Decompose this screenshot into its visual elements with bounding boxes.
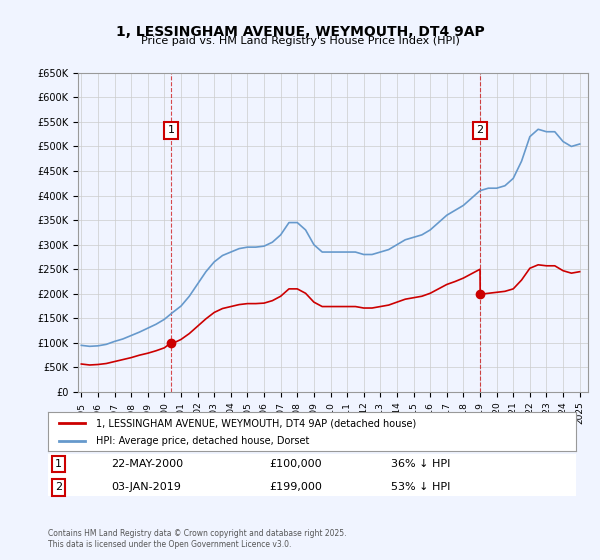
Text: 22-MAY-2000: 22-MAY-2000 — [112, 459, 184, 469]
Text: 1: 1 — [55, 459, 62, 469]
Text: £100,000: £100,000 — [270, 459, 322, 469]
Text: Contains HM Land Registry data © Crown copyright and database right 2025.
This d: Contains HM Land Registry data © Crown c… — [48, 529, 347, 549]
Text: 1, LESSINGHAM AVENUE, WEYMOUTH, DT4 9AP: 1, LESSINGHAM AVENUE, WEYMOUTH, DT4 9AP — [116, 25, 484, 39]
Text: 36% ↓ HPI: 36% ↓ HPI — [391, 459, 451, 469]
Text: 2: 2 — [476, 125, 484, 136]
Text: 1, LESSINGHAM AVENUE, WEYMOUTH, DT4 9AP (detached house): 1, LESSINGHAM AVENUE, WEYMOUTH, DT4 9AP … — [95, 418, 416, 428]
Text: 1: 1 — [167, 125, 175, 136]
Text: 2: 2 — [55, 482, 62, 492]
Text: HPI: Average price, detached house, Dorset: HPI: Average price, detached house, Dors… — [95, 436, 309, 446]
Text: 53% ↓ HPI: 53% ↓ HPI — [391, 482, 451, 492]
Text: £199,000: £199,000 — [270, 482, 323, 492]
Text: 03-JAN-2019: 03-JAN-2019 — [112, 482, 181, 492]
Text: Price paid vs. HM Land Registry's House Price Index (HPI): Price paid vs. HM Land Registry's House … — [140, 36, 460, 46]
